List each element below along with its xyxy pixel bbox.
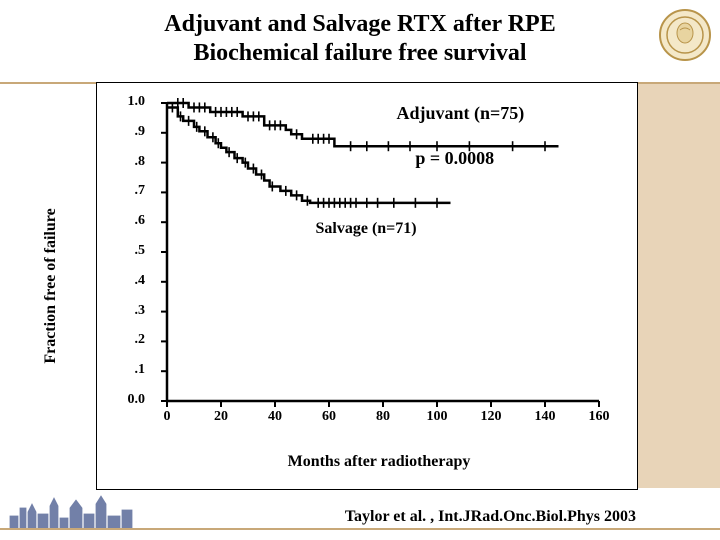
x-tick-label: 40 — [260, 409, 290, 425]
km-chart: Fraction free of failure 0.0.1.2.3.4.5.6… — [96, 82, 638, 490]
x-axis-label: Months after radiotherapy — [153, 453, 605, 471]
right-accent-band — [638, 84, 720, 488]
label-salvage: Salvage (n=71) — [316, 220, 417, 238]
y-tick-label: .5 — [105, 243, 145, 259]
citation: Taylor et al. , Int.JRad.Onc.Biol.Phys 2… — [345, 508, 636, 526]
y-tick-label: .4 — [105, 273, 145, 289]
x-tick-label: 60 — [314, 409, 344, 425]
x-tick-label: 140 — [530, 409, 560, 425]
title-line-1: Adjuvant and Salvage RTX after RPE — [40, 10, 680, 39]
y-tick-label: .2 — [105, 332, 145, 348]
y-tick-label: .1 — [105, 362, 145, 378]
x-tick-label: 0 — [152, 409, 182, 425]
y-axis-label: Fraction free of failure — [42, 208, 60, 363]
y-tick-label: .8 — [105, 154, 145, 170]
institution-seal — [658, 8, 712, 62]
y-tick-label: 1.0 — [105, 94, 145, 110]
y-tick-label: .7 — [105, 183, 145, 199]
y-tick-label: 0.0 — [105, 392, 145, 408]
label-adjuvant: Adjuvant (n=75) — [397, 103, 525, 124]
x-tick-label: 80 — [368, 409, 398, 425]
x-tick-label: 100 — [422, 409, 452, 425]
skyline-icon — [8, 494, 138, 528]
x-tick-label: 120 — [476, 409, 506, 425]
label-pvalue: p = 0.0008 — [415, 148, 494, 169]
title-line-2: Biochemical failure free survival — [40, 39, 680, 68]
plot-area — [153, 97, 605, 415]
y-tick-label: .9 — [105, 124, 145, 140]
slide-title: Adjuvant and Salvage RTX after RPE Bioch… — [0, 0, 720, 72]
divider-bottom — [0, 528, 720, 530]
x-tick-label: 20 — [206, 409, 236, 425]
y-tick-label: .6 — [105, 213, 145, 229]
y-tick-label: .3 — [105, 303, 145, 319]
x-tick-label: 160 — [584, 409, 614, 425]
